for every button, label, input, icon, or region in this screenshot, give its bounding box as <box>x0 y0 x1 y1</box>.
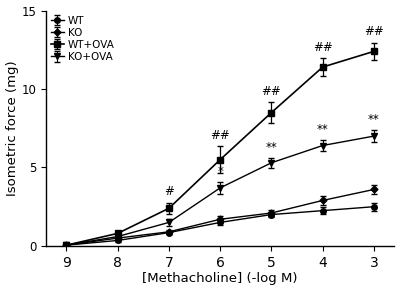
Text: #: # <box>164 185 174 198</box>
Text: ##: ## <box>210 129 230 142</box>
Legend: WT, KO, WT+OVA, KO+OVA: WT, KO, WT+OVA, KO+OVA <box>49 14 117 64</box>
Text: **: ** <box>368 113 380 126</box>
Text: ##: ## <box>364 25 384 38</box>
Text: ##: ## <box>262 85 281 98</box>
Text: **: ** <box>266 141 277 154</box>
Y-axis label: Isometric force (mg): Isometric force (mg) <box>6 61 18 196</box>
X-axis label: [Methacholine] (-log M): [Methacholine] (-log M) <box>142 272 298 285</box>
Text: ##: ## <box>313 41 332 54</box>
Text: *: * <box>217 165 223 178</box>
Text: **: ** <box>317 123 328 136</box>
